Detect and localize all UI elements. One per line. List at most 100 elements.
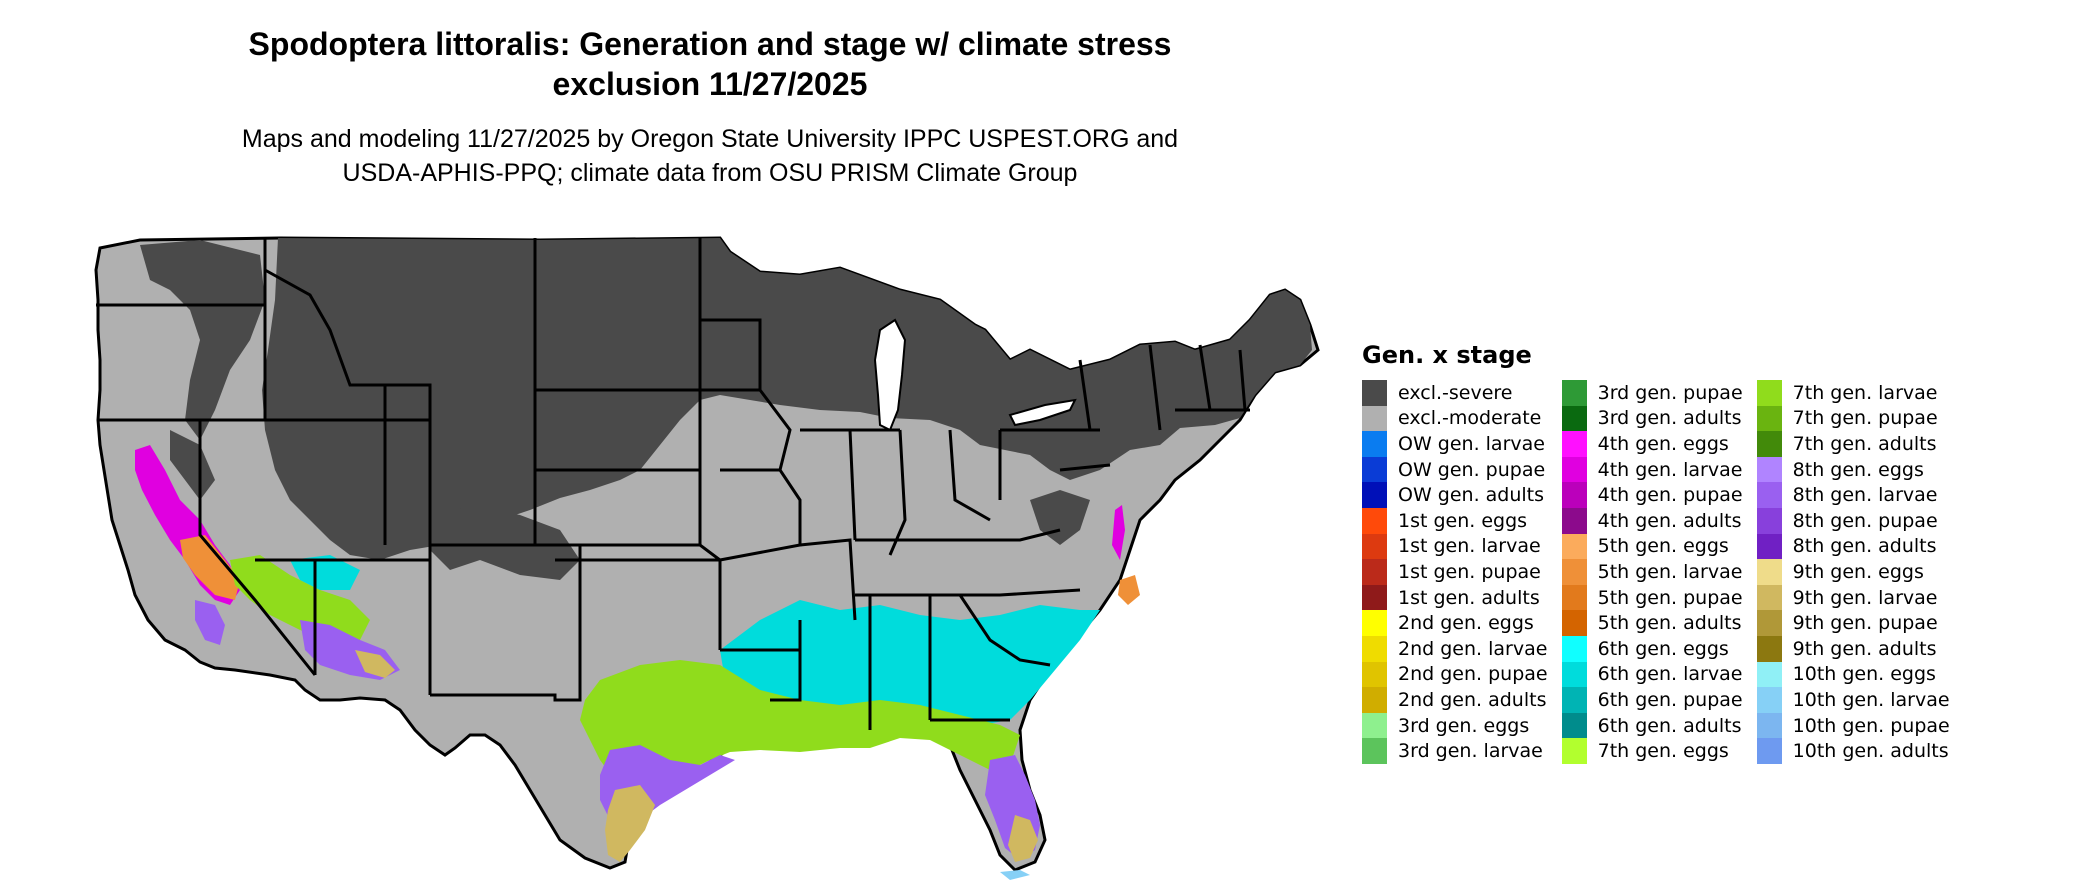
legend-label: 3rd gen. adults [1597,407,1742,430]
legend-item: 10th gen. pupae [1756,712,1950,739]
legend-item: 2nd gen. larvae [1362,635,1548,662]
legend-item: 10th gen. eggs [1756,661,1950,688]
legend-column: 3rd gen. pupae 3rd gen. adults 4th gen. eg… [1561,380,1743,764]
legend-item: 3rd gen. pupae [1561,380,1743,406]
legend-swatch [1561,738,1587,764]
legend-item: 5th gen. adults [1561,610,1743,636]
legend-item: OW gen. larvae [1362,431,1548,457]
legend-swatch [1362,687,1387,713]
legend-item: OW gen. pupae [1362,456,1548,483]
title-line-1: Spodoptera littoralis: Generation and st… [248,26,1172,62]
gen8-socal [195,600,225,645]
legend-swatch [1362,635,1387,662]
legend-swatch [1561,559,1587,585]
legend-swatch [1362,482,1387,508]
legend-label: 10th gen. pupae [1792,714,1950,737]
legend-swatch [1756,661,1782,688]
legend-swatch [1561,687,1587,713]
legend-item: 8th gen. larvae [1756,482,1950,508]
legend-item: 1st gen. pupae [1362,559,1548,585]
legend-item: 7th gen. larvae [1756,380,1950,406]
legend-label: 6th gen. eggs [1597,637,1729,660]
legend-swatch [1561,712,1587,739]
us-map [94,236,1320,880]
legend-label: 2nd gen. pupae [1398,663,1548,686]
legend-swatch [1561,610,1587,636]
legend-label: 6th gen. pupae [1597,688,1743,711]
legend-item: 5th gen. pupae [1561,584,1743,611]
legend-swatch [1362,712,1387,739]
legend-label: 4th gen. adults [1597,509,1742,532]
title-line-2: exclusion 11/27/2025 [552,66,868,102]
legend-label: OW gen. pupae [1398,458,1546,481]
legend-item: 4th gen. adults [1561,507,1743,534]
legend-swatch [1756,610,1782,636]
legend-swatch [1561,431,1587,457]
legend-label: 1st gen. pupae [1398,560,1541,583]
legend-label: 3rd gen. larvae [1398,740,1543,763]
subtitle-line-2: USDA-APHIS-PPQ; climate data from OSU PR… [342,159,1078,187]
legend-swatch [1362,661,1387,688]
legend-column: 7th gen. larvae 7th gen. pupae 7th gen. ad… [1756,380,1950,764]
legend-swatch [1561,482,1587,508]
legend-swatch [1561,380,1587,406]
legend-swatch [1756,380,1782,406]
legend-label: 2nd gen. adults [1398,688,1547,711]
legend-label: 9th gen. pupae [1792,612,1938,635]
gen9-south-texas [605,785,655,862]
gen9-florida [1008,815,1038,862]
legend-swatch [1362,584,1387,611]
legend-swatch [1756,482,1782,508]
legend-swatch [1561,456,1587,483]
legend-item: 2nd gen. pupae [1362,661,1548,688]
legend-swatch [1756,635,1782,662]
legend-item: 2nd gen. eggs [1362,610,1548,636]
chart-subtitle: Maps and modeling 11/27/2025 by Oregon S… [0,122,1420,190]
legend-label: 8th gen. adults [1792,535,1937,558]
legend-label: 5th gen. larvae [1597,560,1743,583]
legend-label: 6th gen. adults [1597,714,1742,737]
legend-columns: excl.-severe excl.-moderate OW gen. larvae… [1362,380,1964,764]
legend-label: 9th gen. adults [1792,637,1937,660]
gen5-nc-coast [1118,575,1140,605]
legend-label: 1st gen. adults [1398,586,1540,609]
legend-label: 1st gen. larvae [1398,535,1541,558]
legend-label: 5th gen. adults [1597,612,1742,635]
legend-item: 8th gen. adults [1756,533,1950,560]
legend-item: 6th gen. adults [1561,712,1743,739]
gen5-california [180,535,240,600]
legend-item: 8th gen. eggs [1756,456,1950,483]
legend-item: 3rd gen. eggs [1362,712,1548,739]
legend-item: 1st gen. eggs [1362,507,1548,534]
legend-swatch [1362,507,1387,534]
gen7-southwest [230,555,370,640]
gen4-delaware [1112,505,1125,560]
legend-label: 8th gen. pupae [1792,509,1938,532]
severe-rockies [430,505,580,580]
legend-label: excl.-moderate [1398,407,1542,430]
legend-swatch [1362,456,1387,483]
legend-label: 2nd gen. larvae [1398,637,1548,660]
legend-label: 4th gen. eggs [1597,432,1729,455]
subtitle-line-1: Maps and modeling 11/27/2025 by Oregon S… [241,125,1179,153]
legend-swatch [1756,533,1782,560]
legend-swatch [1756,584,1782,611]
legend-label: 9th gen. eggs [1792,560,1924,583]
legend: Gen. x stage excl.-severe excl.-moderate O… [1362,340,1964,764]
legend-item: 4th gen. larvae [1561,456,1743,483]
legend-swatch [1362,533,1387,560]
legend-label: 10th gen. adults [1792,740,1949,763]
severe-appalachia [1030,490,1090,545]
legend-title: Gen. x stage [1362,341,1532,369]
legend-item: 9th gen. pupae [1756,610,1950,636]
severe-sierra [170,430,215,500]
legend-swatch [1362,380,1387,406]
legend-item: 9th gen. eggs [1756,559,1950,585]
legend-item: 10th gen. larvae [1756,687,1950,713]
legend-swatch [1362,610,1387,636]
legend-item: 6th gen. pupae [1561,687,1743,713]
legend-label: 2nd gen. eggs [1398,612,1534,635]
legend-item: 1st gen. larvae [1362,533,1548,560]
legend-swatch [1756,456,1782,483]
legend-label: 8th gen. eggs [1792,458,1924,481]
